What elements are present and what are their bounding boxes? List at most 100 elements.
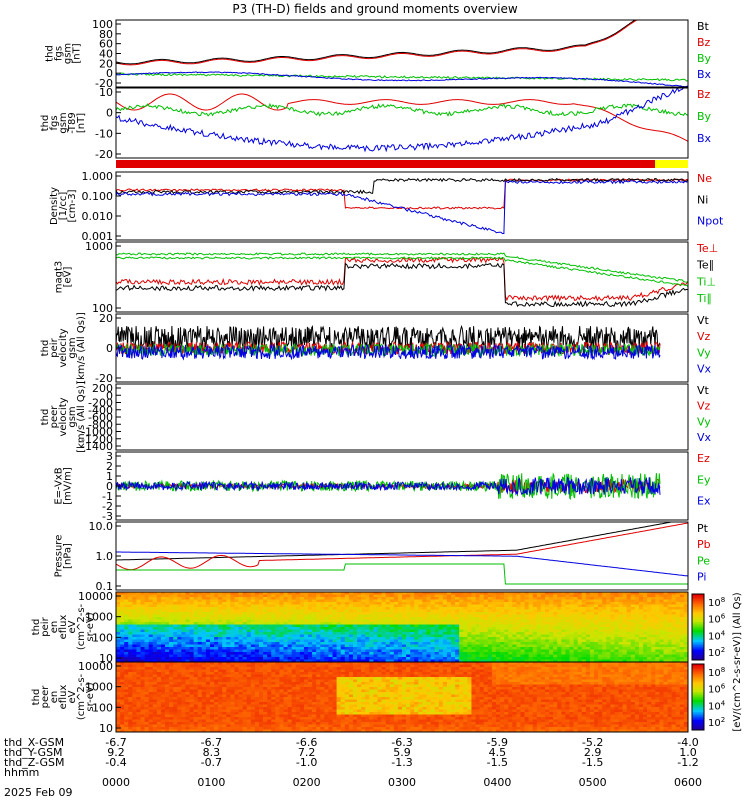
colorbar-cell — [692, 612, 704, 615]
ylabel-line: peir — [40, 616, 51, 636]
colorbar-cell — [692, 695, 704, 698]
colorbar-cell — [692, 598, 704, 601]
colorbar-cell — [692, 708, 704, 711]
ytick-label: 0 — [106, 342, 113, 355]
colorbar-cell — [692, 633, 704, 636]
colorbar-cell — [692, 602, 704, 605]
colorbar-cell — [692, 600, 704, 603]
colorbar-cell — [692, 728, 704, 731]
colorbar-cell — [692, 703, 704, 706]
series-line-Te⊥ — [115, 256, 689, 303]
legend-entry-Te∥: Te∥ — [696, 259, 714, 272]
time-row-value: -6.3 — [391, 736, 412, 749]
ylabel-line: velocity — [58, 328, 69, 367]
ytick-label: 10.0 — [89, 520, 114, 533]
series-group-fgs — [115, 19, 689, 88]
ytick-label: 1000 — [85, 611, 113, 624]
series-group-temp — [115, 252, 689, 308]
time-row-label: thd_X-GSM — [4, 736, 64, 749]
ytick-label: -20 — [95, 372, 113, 385]
panel-density: 1.000 0.100 0.010 0.001 Density[1/cc][cm-3] N… — [49, 170, 724, 243]
colorbar-cell — [692, 641, 704, 644]
figure-title: P3 (TH-D) fields and ground moments over… — [232, 2, 517, 16]
series-line-Vx — [115, 343, 661, 361]
colorbar-tick: 106 — [708, 613, 726, 626]
colorbar-cell — [692, 613, 704, 616]
time-row-value: -5.9 — [487, 736, 508, 749]
colorbar-cell — [692, 675, 704, 678]
ylabel-line: sr-eV) — [85, 612, 96, 641]
ylabel-line: fgs — [49, 115, 60, 130]
series-line-Vy — [115, 342, 661, 358]
heatmap-cells-peir_en — [116, 592, 689, 663]
series-group-pressure — [115, 521, 689, 585]
ylabel-line: eV — [67, 620, 78, 633]
colorbar-cell — [692, 656, 704, 659]
ylabel-line: peer — [40, 685, 51, 709]
time-row-value: -0.4 — [105, 756, 126, 769]
colorbar-cell — [692, 638, 704, 641]
legend-entry-Bz: Bz — [697, 88, 711, 101]
legend-entry-Vy: Vy — [697, 415, 711, 428]
panel-peir_en: 10000100010010thdpeirenefluxeV(cm^2-s-sr… — [31, 590, 689, 665]
colorbar-cell — [692, 706, 704, 709]
time-row-value: 7.2 — [298, 746, 316, 759]
colorbar-cell — [692, 607, 704, 610]
series-line-Bx — [115, 71, 689, 88]
ylabel-line: E=-VxB — [54, 467, 65, 504]
colorbar-cell — [692, 608, 704, 611]
legend-entry-Pt: Pt — [697, 522, 709, 535]
ytick-labels-peir_en: 10000 1000 100 10 — [78, 590, 121, 665]
ytick-label: 10 — [99, 722, 113, 735]
colorbar-cell — [692, 673, 704, 676]
colorbar-cell — [692, 680, 704, 683]
date-label: 2025 Feb 09 — [4, 786, 72, 799]
legend-entry-Pi: Pi — [697, 571, 706, 584]
ytick-label: 10 — [99, 86, 113, 99]
colorbar-cell — [692, 672, 704, 675]
panel-frame-fgs_dsl — [115, 87, 689, 159]
colorbar-cell — [692, 640, 704, 643]
ytick-label: 1000 — [85, 240, 113, 253]
ylabel-line: [cm-3] — [67, 189, 78, 222]
series-line-Pe — [116, 563, 688, 585]
colorbar-cell — [692, 615, 704, 618]
time-tick-label: 0100 — [197, 776, 225, 789]
colorbar-cell — [692, 710, 704, 713]
legend-entry-Bz: Bz — [697, 36, 711, 49]
ytick-labels-pressure: 10.0 1.0 0.1 — [89, 520, 121, 593]
colorbar-cell — [692, 701, 704, 704]
time-row-value: 4.5 — [489, 746, 507, 759]
ylabel-line: [nT] — [76, 113, 87, 133]
colorbar-tick: 108 — [708, 666, 725, 679]
time-row-label: thd_Y-GSM — [4, 746, 63, 759]
legend-density: Ne Ni Npot — [697, 172, 724, 228]
colorbar-tick: 104 — [708, 629, 726, 642]
time-row-value: -1.3 — [391, 756, 412, 769]
ytick-label: 20 — [99, 57, 113, 70]
legend-peir_vel: Vt Vz Vy Vx — [697, 314, 712, 376]
ylabel-line: [nPa] — [63, 543, 74, 569]
ytick-label: 0.010 — [82, 210, 114, 223]
ylabel-line: (cm^2-s- — [76, 673, 87, 720]
time-tick-label: 0300 — [388, 776, 416, 789]
ytick-label: 60 — [99, 38, 113, 51]
legend-entry-Ni: Ni — [697, 193, 708, 206]
legend-entry-Vx: Vx — [697, 363, 712, 376]
legend-entry-Pe: Pe — [697, 554, 710, 567]
series-group-peir_vel — [115, 324, 661, 361]
ytick-label: 0 — [106, 389, 113, 402]
legend-entry-Vx: Vx — [697, 431, 712, 444]
panels-group: 100806040200-20thdfgsgsm[nT]BtBzByBx100-… — [31, 18, 724, 735]
colorbar-cell — [692, 688, 704, 691]
ylabel-line: peir — [49, 337, 60, 357]
colorbar-tick: 102 — [708, 646, 725, 659]
ylabel-line: sr-eV) — [85, 682, 96, 711]
colorbar-cell — [692, 618, 704, 621]
legend-entry-Vz: Vz — [697, 400, 711, 413]
